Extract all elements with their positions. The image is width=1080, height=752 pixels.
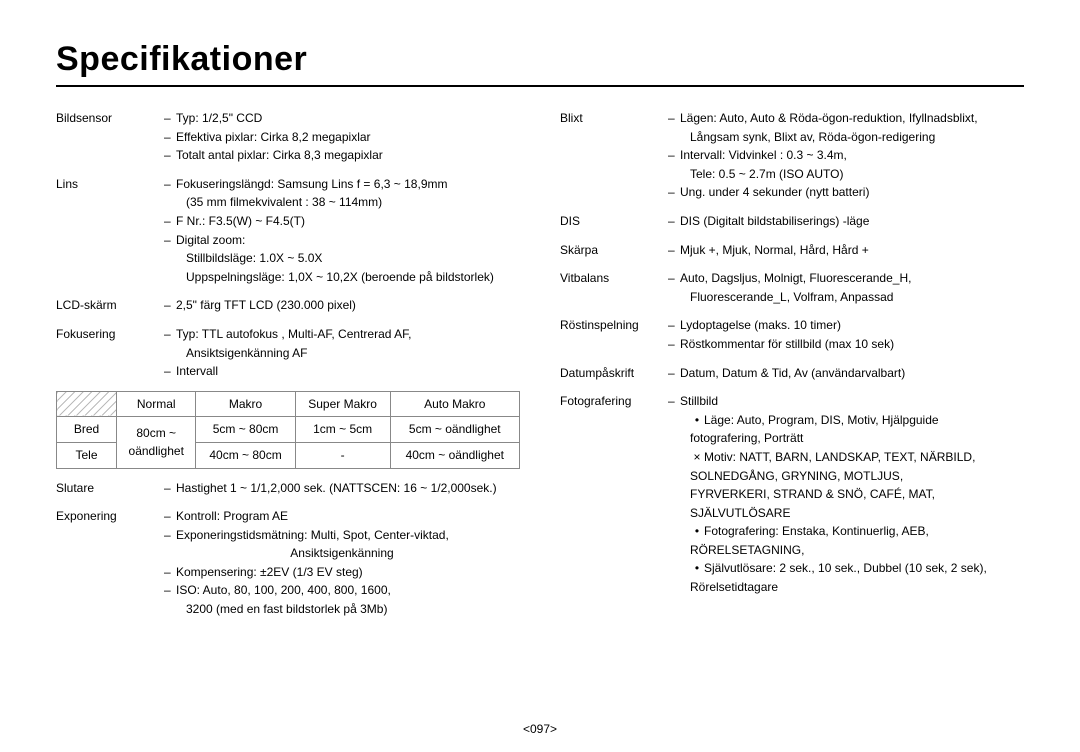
spec-subitem: Stillbildsläge: 1.0X ~ 5.0X [186,251,322,265]
spec-item: Intervall: Vidvinkel : 0.3 ~ 3.4m, [680,148,847,162]
spec-bildsensor: Bildsensor –Typ: 1/2,5" CCD –Effektiva p… [56,109,520,165]
spec-subitem: Fluorescerande_L, Volfram, Anpassad [690,290,893,304]
spec-dis: DIS –DIS (Digitalt bildstabiliserings) -… [560,212,1024,231]
spec-bullet: Motiv: NATT, BARN, LANDSKAP, TEXT, NÄRBI… [704,450,975,464]
spec-subitem: Tele: 0.5 ~ 2.7m (ISO AUTO) [690,167,844,181]
bullet-icon: • [690,411,704,430]
spec-item: Typ: 1/2,5" CCD [176,111,262,125]
spec-skarpa: Skärpa –Mjuk +, Mjuk, Normal, Hård, Hård… [560,241,1024,260]
table-col: Normal [117,391,196,417]
spec-item: DIS (Digitalt bildstabiliserings) -läge [680,214,869,228]
spec-item: Hastighet 1 ~ 1/1,2,000 sek. (NATTSCEN: … [176,481,497,495]
bullet-icon: • [690,559,704,578]
spec-subitem: Ansiktsigenkänning AF [186,346,307,360]
spec-item: Röstkommentar för stillbild (max 10 sek) [680,337,894,351]
spec-subitem: Ansiktsigenkänning [290,546,393,560]
spec-item: Kontroll: Program AE [176,509,288,523]
table-cell: 5cm ~ oändlighet [390,417,519,443]
spec-label: Blixt [560,109,668,202]
spec-bullet: Läge: Auto, Program, DIS, Motiv, Hjälpgu… [704,413,939,427]
focus-table: Normal Makro Super Makro Auto Makro Bred… [56,391,520,469]
spec-item: Effektiva pixlar: Cirka 8,2 megapixlar [176,130,371,144]
spec-fokusering: Fokusering –Typ: TTL autofokus , Multi-A… [56,325,520,381]
table-row: Normal Makro Super Makro Auto Makro [57,391,520,417]
spec-subitem: fotografering, Porträtt [690,431,803,445]
page-title: Specifikationer [56,40,1024,87]
spec-item: Lägen: Auto, Auto & Röda-ögon-reduktion,… [680,111,978,125]
spec-item: F Nr.: F3.5(W) ~ F4.5(T) [176,214,305,228]
spec-label: Bildsensor [56,109,164,165]
spec-subitem: (35 mm filmekvivalent : 38 ~ 114mm) [186,195,382,209]
spec-label: Skärpa [560,241,668,260]
table-row: Bred 80cm ~oändlighet 5cm ~ 80cm 1cm ~ 5… [57,417,520,443]
spec-subitem: Uppspelningsläge: 1,0X ~ 10,2X (beroende… [186,270,494,284]
spec-label: LCD-skärm [56,296,164,315]
table-col: Makro [196,391,295,417]
spec-subitem: Långsam synk, Blixt av, Röda-ögon-redige… [690,130,935,144]
spec-label: Fotografering [560,392,668,597]
spec-values: –Typ: 1/2,5" CCD –Effektiva pixlar: Cirk… [164,109,520,165]
spec-item: Intervall [176,364,218,378]
spec-subitem: RÖRELSETAGNING, [690,543,804,557]
bullet-icon: • [690,522,704,541]
table-cell: 5cm ~ 80cm [196,417,295,443]
left-column: Bildsensor –Typ: 1/2,5" CCD –Effektiva p… [56,109,520,629]
table-rowhead: Tele [57,442,117,468]
table-cell: 1cm ~ 5cm [295,417,390,443]
spec-item: ISO: Auto, 80, 100, 200, 400, 800, 1600, [176,583,391,597]
table-rowhead: Bred [57,417,117,443]
spec-label: Lins [56,175,164,287]
spec-item: Kompensering: ±2EV (1/3 EV steg) [176,565,363,579]
spec-label: DIS [560,212,668,231]
spec-subitem: SJÄLVUTLÖSARE [690,506,790,520]
spec-label: Slutare [56,479,164,498]
spec-label: Röstinspelning [560,316,668,353]
spec-subitem: SOLNEDGÅNG, GRYNING, MOTLJUS, [690,469,903,483]
spec-lins: Lins –Fokuseringslängd: Samsung Lins f =… [56,175,520,287]
spec-vitbalans: Vitbalans –Auto, Dagsljus, Molnigt, Fluo… [560,269,1024,306]
spec-exponering: Exponering –Kontroll: Program AE –Expone… [56,507,520,619]
content-columns: Bildsensor –Typ: 1/2,5" CCD –Effektiva p… [56,109,1024,629]
spec-lcd: LCD-skärm –2,5" färg TFT LCD (230.000 pi… [56,296,520,315]
table-cell: 40cm ~ 80cm [196,442,295,468]
spec-item: Totalt antal pixlar: Cirka 8,3 megapixla… [176,148,383,162]
page-number: <097> [0,722,1080,736]
spec-slutare: Slutare –Hastighet 1 ~ 1/1,2,000 sek. (N… [56,479,520,498]
spec-item: Fokuseringslängd: Samsung Lins f = 6,3 ~… [176,177,447,191]
table-header-blank [57,391,117,417]
spec-rost: Röstinspelning –Lydoptagelse (maks. 10 t… [560,316,1024,353]
table-col: Auto Makro [390,391,519,417]
spec-item: Stillbild [680,394,718,408]
spec-datum: Datumpåskrift –Datum, Datum & Tid, Av (a… [560,364,1024,383]
spec-item: Ung. under 4 sekunder (nytt batteri) [680,185,869,199]
spec-item: Lydoptagelse (maks. 10 timer) [680,318,841,332]
spec-item: 2,5" färg TFT LCD (230.000 pixel) [176,298,356,312]
spec-label: Datumpåskrift [560,364,668,383]
spec-label: Fokusering [56,325,164,381]
spec-item: Auto, Dagsljus, Molnigt, Fluorescerande_… [680,271,911,285]
spec-subitem: Rörelsetidtagare [690,580,778,594]
right-column: Blixt –Lägen: Auto, Auto & Röda-ögon-red… [560,109,1024,629]
spec-item: Digital zoom: [176,233,245,247]
spec-bullet: Självutlösare: 2 sek., 10 sek., Dubbel (… [704,561,987,575]
bullet-icon: × [690,448,704,467]
spec-fotografering: Fotografering –Stillbild •Läge: Auto, Pr… [560,392,1024,597]
table-cell: 40cm ~ oändlighet [390,442,519,468]
table-cell: - [295,442,390,468]
spec-item: Mjuk +, Mjuk, Normal, Hård, Hård + [680,243,869,257]
spec-item: Typ: TTL autofokus , Multi-AF, Centrerad… [176,327,411,341]
spec-label: Vitbalans [560,269,668,306]
spec-subitem: 3200 (med en fast bildstorlek på 3Mb) [186,602,387,616]
spec-item: Exponeringstidsmätning: Multi, Spot, Cen… [176,528,449,542]
spec-bullet: Fotografering: Enstaka, Kontinuerlig, AE… [704,524,929,538]
table-col: Super Makro [295,391,390,417]
spec-values: –Fokuseringslängd: Samsung Lins f = 6,3 … [164,175,520,287]
spec-blixt: Blixt –Lägen: Auto, Auto & Röda-ögon-red… [560,109,1024,202]
spec-item: Datum, Datum & Tid, Av (användarvalbart) [680,366,905,380]
spec-label: Exponering [56,507,164,619]
spec-subitem: FYRVERKERI, STRAND & SNÖ, CAFÉ, MAT, [690,487,935,501]
table-cell: 80cm ~oändlighet [117,417,196,468]
